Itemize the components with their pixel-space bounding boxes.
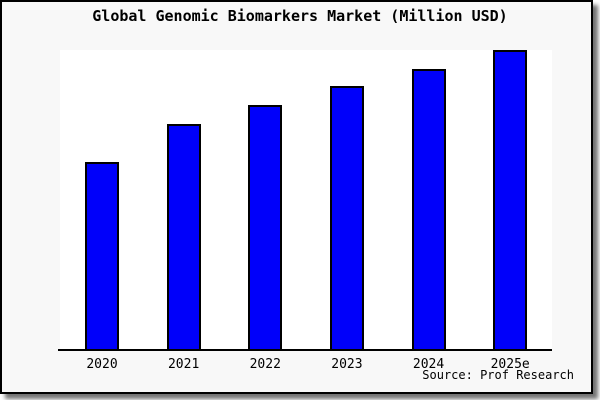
x-axis-label-2023: 2023: [331, 357, 363, 372]
source-credit: Source: Prof Research: [422, 368, 574, 382]
x-axis-line: [58, 349, 552, 351]
bar-2021: [166, 124, 201, 349]
chart-figure: Global Genomic Biomarkers Market (Millio…: [0, 0, 593, 394]
bar-2025e: [493, 50, 528, 349]
bar-2022: [248, 105, 283, 349]
x-axis-label-2025e: 2025e: [490, 357, 530, 372]
x-axis-label-2022: 2022: [249, 357, 281, 372]
x-axis-label-2020: 2020: [86, 357, 118, 372]
chart-title: Global Genomic Biomarkers Market (Millio…: [92, 7, 508, 25]
x-axis-label-2024: 2024: [412, 357, 445, 372]
bar-2023: [329, 86, 364, 349]
bar-2024: [411, 69, 446, 349]
plot-area: [60, 50, 552, 349]
bar-2020: [85, 162, 119, 349]
x-axis-label-2021: 2021: [167, 357, 200, 372]
